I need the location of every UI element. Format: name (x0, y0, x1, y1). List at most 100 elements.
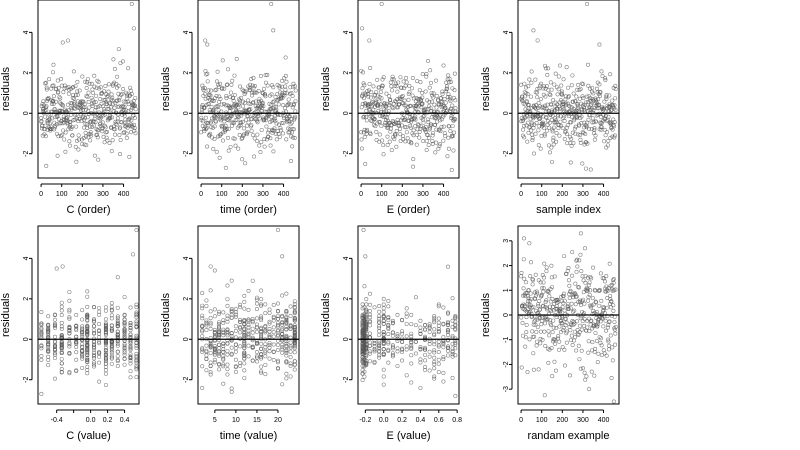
data-point (440, 89, 445, 94)
x-tick-label: 0.2 (397, 417, 407, 424)
data-point (580, 319, 585, 324)
data-point (582, 246, 587, 251)
data-point (612, 133, 617, 138)
data-point (448, 80, 453, 85)
data-point (267, 345, 272, 350)
data-point (596, 103, 601, 108)
data-point (201, 119, 206, 124)
data-point (560, 305, 565, 310)
data-point (606, 339, 611, 344)
data-point (292, 84, 297, 89)
data-point (284, 91, 289, 96)
data-points (39, 2, 138, 168)
data-point (47, 77, 52, 82)
data-point (548, 80, 553, 85)
data-point (432, 366, 437, 371)
data-point (200, 306, 205, 311)
data-point (203, 38, 208, 43)
data-point (453, 106, 458, 111)
data-point (441, 340, 446, 345)
data-point (404, 125, 409, 130)
data-point (58, 134, 63, 139)
data-point (377, 132, 382, 137)
data-point (202, 105, 207, 110)
data-point (419, 97, 424, 102)
data-point (573, 124, 578, 129)
data-point (92, 356, 97, 361)
data-point (116, 47, 121, 52)
data-point (386, 304, 391, 309)
data-point (543, 94, 548, 99)
data-point (217, 362, 222, 367)
data-point (400, 347, 405, 352)
data-point (445, 322, 450, 327)
data-point (360, 364, 365, 369)
data-point (91, 90, 96, 95)
data-point (115, 359, 120, 364)
data-point (584, 94, 589, 99)
data-point (112, 105, 117, 110)
data-point (423, 347, 428, 352)
data-point (568, 288, 573, 293)
data-point (242, 352, 247, 357)
data-point (200, 291, 205, 296)
data-point (246, 354, 251, 359)
data-point (397, 123, 402, 128)
data-point (363, 161, 368, 166)
data-point (415, 122, 420, 127)
data-point (568, 306, 573, 311)
data-point (433, 78, 438, 83)
data-point (571, 99, 576, 104)
data-point (87, 124, 92, 129)
data-point (613, 86, 618, 91)
data-point (593, 330, 598, 335)
data-point (540, 337, 545, 342)
data-point (118, 152, 123, 157)
plot-frame (197, 225, 300, 405)
data-point (97, 350, 102, 355)
data-point (453, 98, 458, 103)
data-point (549, 145, 554, 150)
data-point (395, 334, 400, 339)
data-point (106, 89, 111, 94)
data-point (609, 299, 614, 304)
data-point (80, 344, 85, 349)
data-point (292, 302, 297, 307)
data-point (237, 132, 242, 137)
data-point (423, 364, 428, 369)
data-point (531, 125, 536, 130)
data-point (554, 326, 559, 331)
data-point (267, 321, 272, 326)
y-tick-label: -2 (343, 151, 350, 157)
data-point (521, 236, 526, 241)
data-point (233, 342, 238, 347)
data-point (544, 66, 549, 71)
data-point (530, 135, 535, 140)
y-tick-label: 2 (183, 71, 190, 75)
data-point (200, 303, 205, 308)
data-point (590, 296, 595, 301)
data-point (387, 94, 392, 99)
data-point (275, 347, 280, 352)
data-point (51, 83, 56, 88)
data-point (384, 118, 389, 123)
data-point (403, 116, 408, 121)
data-point (429, 90, 434, 95)
data-point (381, 314, 386, 319)
data-point (289, 130, 294, 135)
data-point (80, 308, 85, 313)
data-point (243, 161, 248, 166)
data-point (448, 129, 453, 134)
data-point (364, 302, 369, 307)
data-point (453, 117, 458, 122)
data-point (542, 126, 547, 131)
data-point (393, 81, 398, 86)
data-point (535, 302, 540, 307)
data-point (595, 319, 600, 324)
data-point (226, 67, 231, 72)
data-point (590, 326, 595, 331)
data-point (362, 374, 367, 379)
data-point (394, 128, 399, 133)
data-point (548, 323, 553, 328)
